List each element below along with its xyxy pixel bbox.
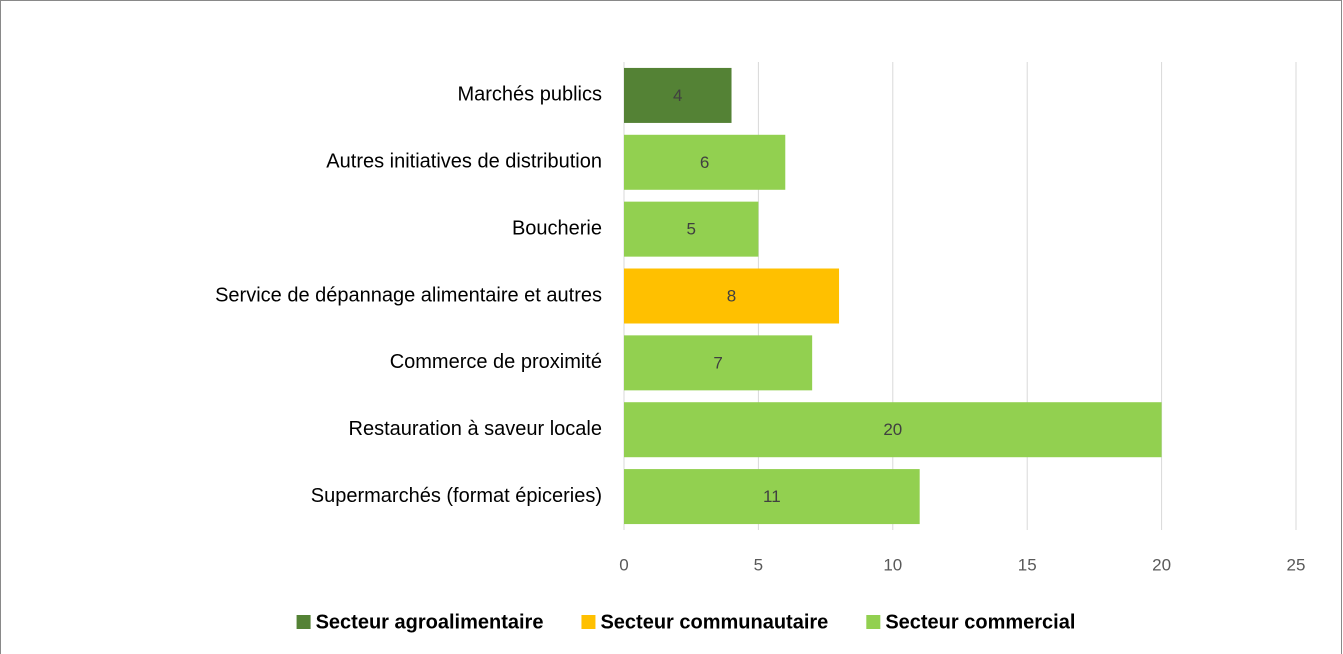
x-tick-label: 20: [1152, 555, 1171, 574]
x-tick-label: 25: [1287, 555, 1306, 574]
y-tick-label: Autres initiatives de distribution: [326, 151, 602, 173]
y-tick-label: Service de dépannage alimentaire et autr…: [215, 284, 602, 306]
bar: [624, 134, 786, 190]
x-tick-label: 10: [883, 555, 902, 574]
y-tick-label: Marchés publics: [457, 84, 602, 106]
legend-label: Secteur communautaire: [600, 611, 828, 633]
legend-swatch: [581, 615, 596, 629]
bar: [624, 268, 840, 324]
legend-label: Secteur agroalimentaire: [316, 611, 544, 633]
legend-swatch: [296, 615, 311, 629]
data-label: 20: [883, 420, 902, 439]
data-label: 7: [713, 353, 722, 372]
y-tick-label: Commerce de proximité: [390, 351, 602, 373]
data-label: 11: [763, 487, 781, 506]
data-label: 5: [686, 220, 695, 239]
data-label: 4: [673, 86, 682, 105]
legend-swatch: [866, 615, 881, 629]
x-tick-label: 5: [754, 555, 763, 574]
y-tick-label: Boucherie: [512, 217, 602, 239]
x-tick-label: 15: [1018, 555, 1037, 574]
bar: [624, 402, 1162, 458]
y-tick-label: Restauration à saveur locale: [349, 418, 602, 440]
bar: [624, 67, 732, 123]
bar: [624, 335, 813, 391]
bar: [624, 201, 759, 257]
x-tick-label: 0: [619, 555, 628, 574]
legend-label: Secteur commercial: [885, 611, 1075, 633]
bar: [624, 469, 920, 525]
data-label: 6: [700, 153, 709, 172]
y-tick-label: Supermarchés (format épiceries): [311, 485, 602, 507]
data-label: 8: [727, 286, 736, 305]
